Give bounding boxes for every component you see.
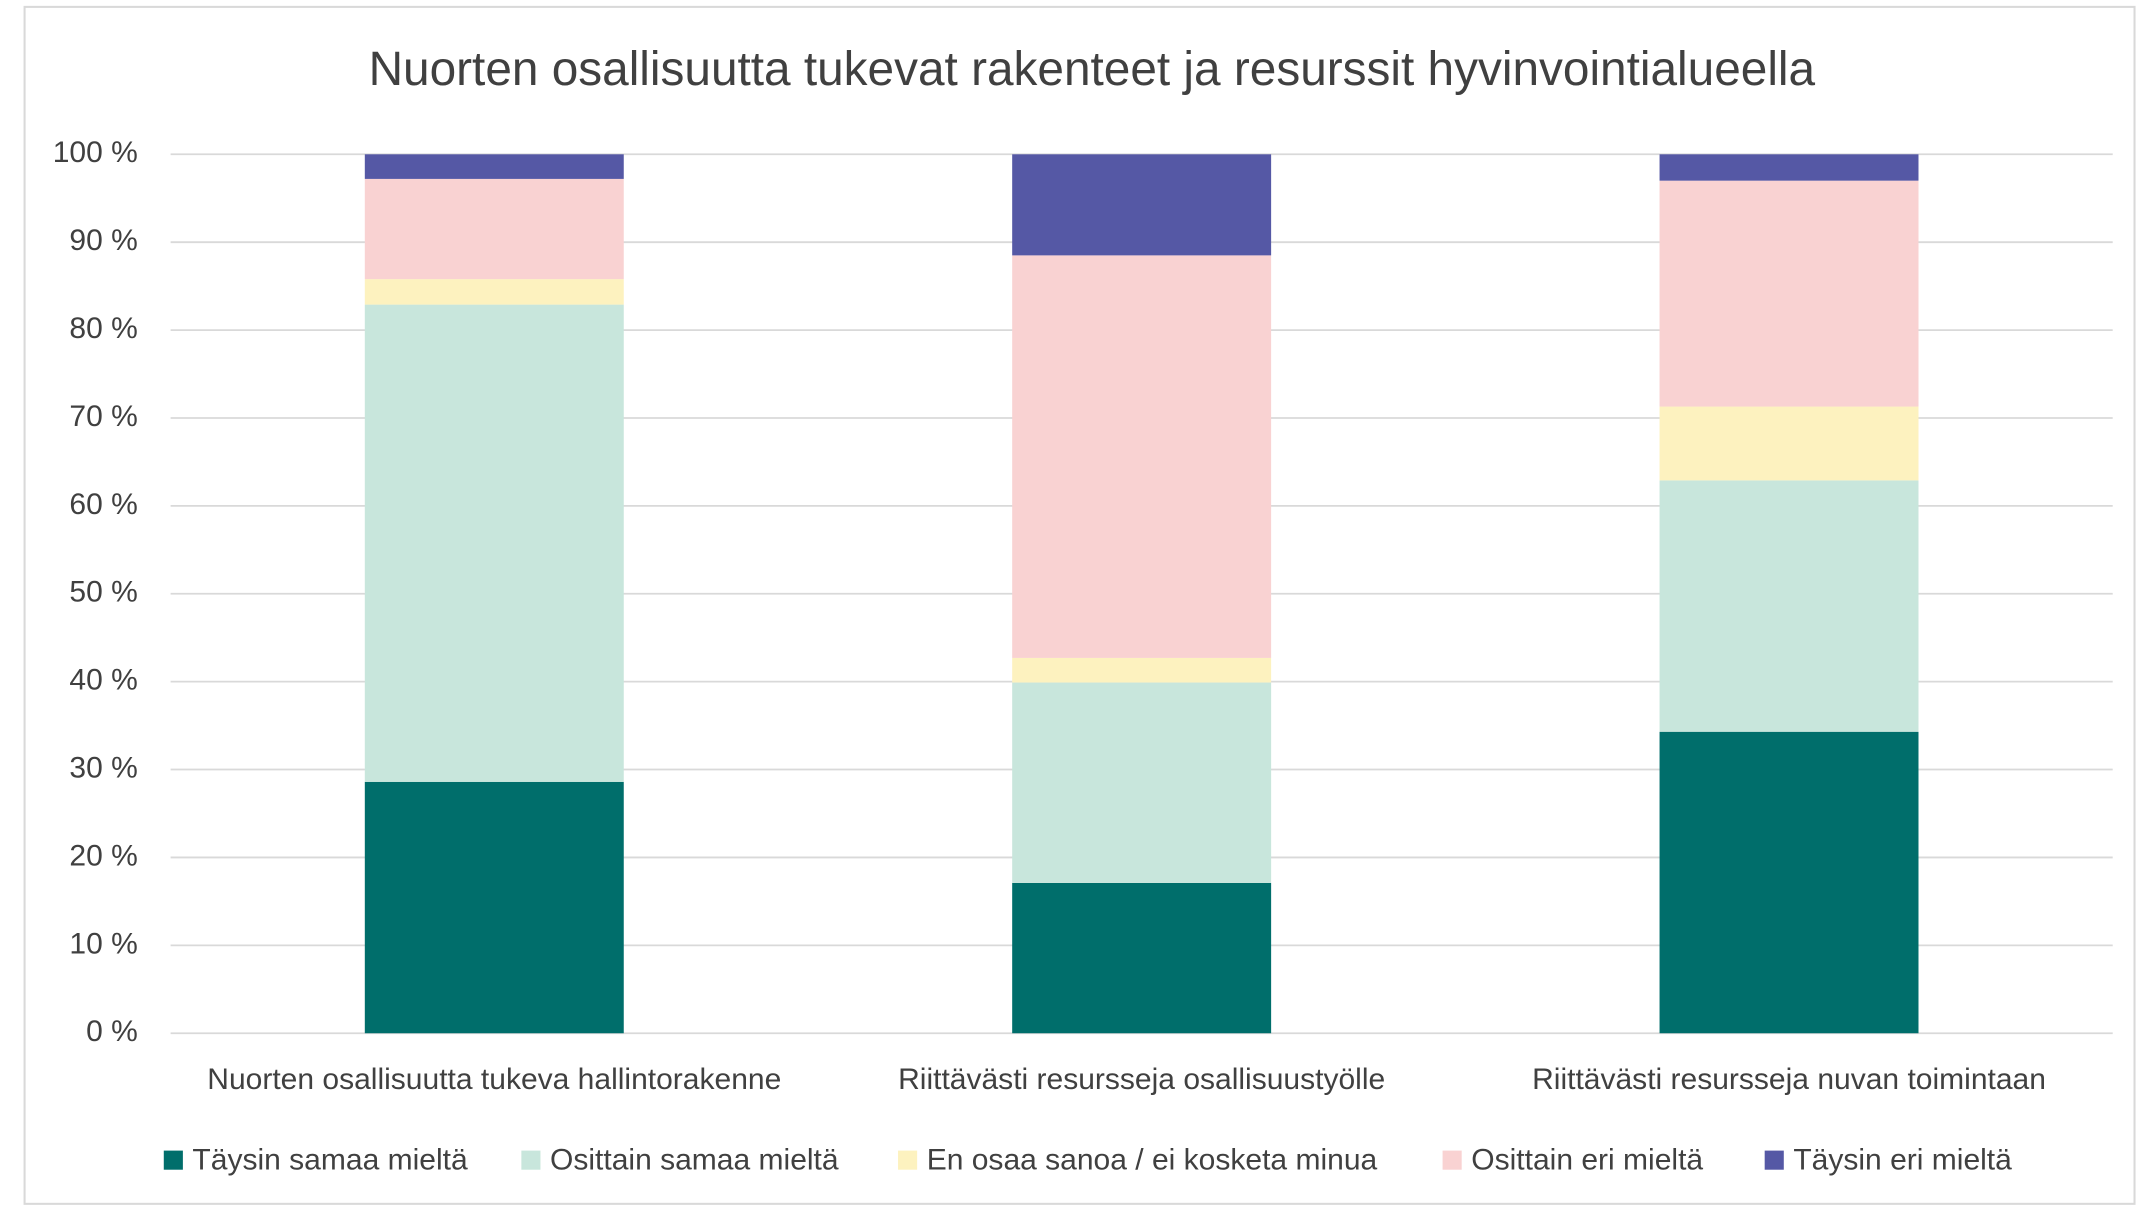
- y-tick-label: 10 %: [69, 927, 137, 960]
- legend-swatch: [1764, 1150, 1784, 1170]
- legend-label: Täysin samaa mieltä: [192, 1143, 468, 1176]
- y-tick-label: 20 %: [69, 839, 137, 872]
- y-tick-label: 100 %: [53, 136, 138, 169]
- bar-segment: [1659, 406, 1919, 481]
- bar-segment: [364, 781, 624, 1034]
- y-tick-label: 80 %: [69, 312, 137, 345]
- y-tick-label: 0 %: [86, 1015, 138, 1048]
- x-tick-label: Nuorten osallisuutta tukeva hallintorake…: [207, 1063, 781, 1096]
- bar-segment: [364, 279, 624, 305]
- bar-segment: [1012, 882, 1272, 1034]
- y-tick-label: 60 %: [69, 488, 137, 521]
- legend-label: Osittain eri mieltä: [1471, 1143, 1703, 1176]
- legend-label: En osaa sanoa / ei kosketa minua: [927, 1143, 1378, 1176]
- legend-label: Osittain samaa mieltä: [550, 1143, 839, 1176]
- bar-segment: [1012, 657, 1272, 683]
- chart-title: Nuorten osallisuutta tukevat rakenteet j…: [369, 43, 1816, 96]
- legend-label: Täysin eri mieltä: [1793, 1143, 2012, 1176]
- bar-segment: [364, 304, 624, 782]
- bar-segment: [1012, 154, 1272, 256]
- y-tick-label: 40 %: [69, 664, 137, 697]
- bar-segment: [364, 154, 624, 179]
- bar-segment: [1012, 682, 1272, 883]
- bar-segment: [1659, 154, 1919, 181]
- bar-segment: [364, 178, 624, 280]
- y-tick-label: 30 %: [69, 751, 137, 784]
- x-tick-label: Riittävästi resursseja osallisuustyölle: [898, 1063, 1385, 1096]
- legend-swatch: [521, 1150, 541, 1170]
- y-tick-label: 90 %: [69, 224, 137, 257]
- bar-segment: [1659, 731, 1919, 1034]
- bar-segment: [1659, 480, 1919, 732]
- legend-swatch: [898, 1150, 918, 1170]
- y-tick-label: 70 %: [69, 400, 137, 433]
- bar-segment: [1012, 255, 1272, 658]
- bar-segment: [1659, 180, 1919, 407]
- x-tick-label: Riittävästi resursseja nuvan toimintaan: [1532, 1063, 2046, 1096]
- legend-swatch: [163, 1150, 183, 1170]
- legend-swatch: [1442, 1150, 1462, 1170]
- y-tick-label: 50 %: [69, 576, 137, 609]
